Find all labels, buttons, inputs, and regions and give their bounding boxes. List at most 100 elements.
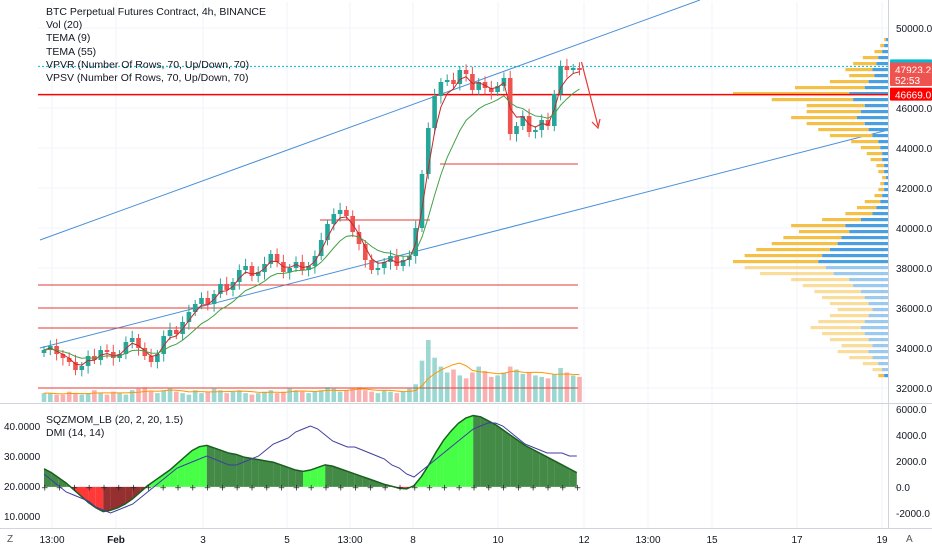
candle-body [218, 284, 223, 294]
candle-body [148, 356, 154, 362]
volume-profile-row [880, 146, 888, 150]
legend-vpvr[interactable]: VPVR (Number Of Rows, 70, Up/Down, 70) [46, 58, 250, 71]
candle-body [224, 284, 229, 290]
forecast-arrow-line [580, 61, 599, 127]
legend-vol[interactable]: Vol (20) [46, 19, 83, 32]
squeeze-dot: + [411, 483, 419, 493]
volume-profile-row [849, 92, 888, 96]
squeeze-dot: + [307, 483, 315, 493]
momentum-area [243, 457, 252, 487]
candle-body [463, 70, 469, 74]
volume-profile-row [882, 176, 887, 180]
candle-body [438, 82, 444, 96]
volume-profile-row [791, 278, 850, 282]
volume-bar [287, 388, 292, 402]
momentum-area [288, 467, 296, 487]
forecast-arrow[interactable] [580, 61, 601, 130]
volume-bar [117, 393, 122, 402]
volume-profile-row [874, 74, 888, 78]
squeeze-dot: + [293, 483, 301, 493]
price-tick-label: 50000.0 [896, 24, 932, 35]
momentum-area [258, 459, 266, 487]
candle-body [444, 80, 450, 82]
timezone-button[interactable]: Z [7, 534, 14, 545]
squeeze-dot: + [337, 483, 345, 493]
volume-profile-row [845, 212, 873, 216]
volume-bar [192, 390, 198, 402]
price-axis[interactable]: 32000.0 34000.0 36000.0 38000.0 40000.0 42000… [890, 24, 932, 395]
volume-profile-row [866, 152, 883, 156]
volume-bar [545, 378, 551, 402]
volume-profile-row [872, 356, 888, 360]
momentum-area [266, 460, 274, 487]
volume-profile-row [882, 152, 888, 156]
volume-profile-row [876, 164, 885, 168]
tema-55-line [43, 88, 580, 359]
momentum-area [177, 457, 185, 487]
momentum-area [236, 454, 244, 487]
volume-bar [470, 372, 475, 402]
candle-body [104, 350, 110, 352]
dmi-tick-label: 20.0000 [4, 482, 41, 493]
volume-profile-row [829, 338, 869, 342]
squeeze-dot: + [100, 483, 108, 493]
volume-profile-row [878, 188, 885, 192]
volume-profile-row [822, 332, 865, 336]
dmi-tick-label: 30.0000 [4, 452, 41, 463]
squeeze-dot: + [322, 483, 330, 493]
volume-profile-row [849, 278, 888, 282]
dmi-tick-label: 10.0000 [4, 512, 41, 523]
osc-tick-label: 2000.0 [896, 457, 927, 468]
volume-profile-row [884, 170, 888, 174]
time-tick-label: 8 [410, 535, 416, 546]
candle-body [331, 214, 337, 224]
price-tick-label: 40000.0 [896, 224, 932, 235]
volume-bar [558, 368, 563, 402]
volume-bar [211, 388, 217, 402]
auto-scale-button[interactable]: A [906, 534, 913, 545]
momentum-area [110, 486, 118, 511]
momentum-area [95, 486, 104, 512]
volume-profile-row [872, 134, 888, 138]
legend-tema55[interactable]: TEMA (55) [46, 45, 97, 58]
volume-bar [507, 366, 513, 402]
momentum-area [280, 464, 289, 487]
volume-bar [262, 391, 267, 402]
momentum-area [517, 440, 525, 487]
volume-profile-row [886, 38, 888, 42]
legend-sqzmom[interactable]: SQZMOM_LB (20, 2, 20, 1.5) [46, 414, 184, 426]
squeeze-dot: + [426, 483, 434, 493]
volume-profile-row [849, 356, 873, 360]
volume-profile-row [876, 62, 888, 66]
dmi-line [43, 422, 577, 514]
trend-channel[interactable] [39, 0, 889, 349]
squeeze-dot: + [145, 483, 153, 493]
legend-tema9[interactable]: TEMA (9) [46, 32, 91, 45]
candle-body [375, 268, 381, 270]
candle-body [381, 262, 387, 268]
volume-bar [73, 393, 78, 402]
time-tick-label: 19 [876, 535, 888, 546]
volume-profile-row [857, 116, 888, 120]
volume-profile-row [864, 104, 888, 108]
legend-dmi[interactable]: DMI (14, 14) [46, 427, 105, 440]
momentum-area [547, 457, 555, 487]
osc-tick-label: 4000.0 [896, 431, 927, 442]
price-badge-label: 46669.0 [895, 91, 932, 102]
momentum-area [347, 471, 355, 487]
momentum-area [103, 486, 111, 512]
candle-body [205, 298, 211, 304]
volume-bar [350, 388, 355, 402]
volume-bar [369, 391, 374, 402]
volume-profile-row [829, 134, 873, 138]
squeeze-dot: + [174, 483, 182, 493]
volume-bar [136, 388, 141, 402]
volume-profile-row [771, 98, 854, 102]
chart-title: BTC Perpetual Futures Contract, 4h, BINA… [46, 6, 267, 18]
legend-vpsv[interactable]: VPSV (Number Of Rows, 70, Up/Down, 70) [46, 72, 249, 85]
time-axis[interactable]: 13:00 Feb 3 5 13:00 8 10 12 13:00 15 17 19 [39, 535, 888, 546]
volume-bar [161, 390, 166, 402]
volume-bar [514, 369, 519, 402]
trend-line-lower [39, 129, 889, 349]
